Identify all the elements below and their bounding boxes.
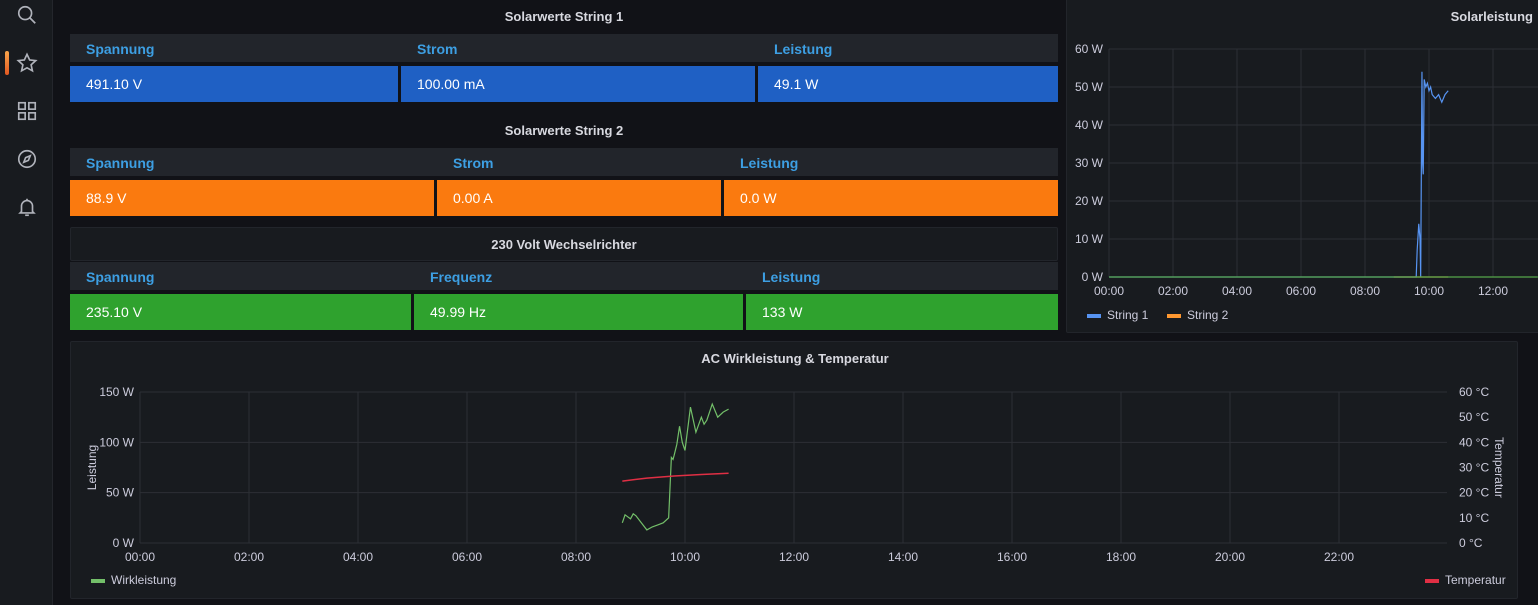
table-string1: Spannung Strom Leistung 491.10 V 100.00 mA 4… [70,34,1058,102]
chart-title: Solarleistung [1451,9,1533,24]
y2-tick-label: 20 °C [1459,486,1489,500]
y-tick-label: 10 W [1075,232,1104,246]
legend-swatch [1087,314,1101,318]
y2-tick-label: 30 °C [1459,461,1489,475]
y-tick-label: 0 W [1082,270,1104,284]
x-tick-label: 00:00 [1094,284,1124,298]
x-tick-label: 18:00 [1106,550,1136,564]
y-tick-label: 150 W [99,385,134,399]
dashboards-icon[interactable] [0,93,53,129]
y-tick-label: 30 W [1075,156,1104,170]
x-tick-label: 08:00 [1350,284,1380,298]
chart-title: AC Wirkleistung & Temperatur [701,351,888,366]
table-title: Solarwerte String 1 [504,9,624,24]
legend-item: Wirkleistung [111,573,176,587]
chart-solarleistung: Solarleistung 0 W 10 W 20 W 30 W 40 W 50 W 60 W… [1075,9,1538,322]
x-tick-label: 06:00 [1286,284,1316,298]
legend-item: Temperatur [1445,573,1506,587]
x-tick-label: 12:00 [1478,284,1508,298]
y-tick-label: 40 W [1075,118,1104,132]
table-inverter: Spannung Frequenz Leistung 235.10 V 49.99 H… [70,262,1058,330]
x-tick-label: 22:00 [1324,550,1354,564]
header: Leistung [762,269,821,285]
x-tick-label: 14:00 [888,550,918,564]
value: 49.99 Hz [414,294,743,330]
sidebar [0,0,53,605]
value: 88.9 V [70,180,434,216]
chart-ac-wirkleistung: AC Wirkleistung & Temperatur 0 W 50 W 100 W… [85,351,1506,587]
legend-swatch [1167,314,1181,318]
y2-tick-label: 10 °C [1459,511,1489,525]
value: 49.1 W [758,66,1058,102]
x-tick-label: 20:00 [1215,550,1245,564]
star-icon[interactable] [0,45,53,81]
x-tick-label: 10:00 [670,550,700,564]
value: 491.10 V [70,66,398,102]
x-tick-label: 10:00 [1414,284,1444,298]
y-tick-label: 100 W [99,435,134,449]
x-tick-label: 02:00 [234,550,264,564]
value: 235.10 V [70,294,411,330]
value: 133 W [746,294,1058,330]
series-line-wirkleistung [621,402,729,531]
value: 0.0 W [724,180,1058,216]
header: Spannung [86,155,155,171]
header: Spannung [86,269,155,285]
y-tick-label: 20 W [1075,194,1104,208]
legend-swatch [91,579,105,583]
table-title: Solarwerte String 2 [504,123,624,138]
header: Leistung [774,41,833,57]
search-icon[interactable] [0,0,53,33]
series-line-temperatur [622,472,729,482]
header: Leistung [740,155,799,171]
legend-item: String 1 [1107,308,1149,322]
panel-header [70,227,1058,261]
value: 0.00 A [437,180,721,216]
y-tick-label: 50 W [1075,80,1104,94]
x-tick-label: 02:00 [1158,284,1188,298]
x-tick-label: 00:00 [125,550,155,564]
value: 100.00 mA [401,66,755,102]
y-tick-label: 60 W [1075,42,1104,56]
series-line-string-1 [1109,71,1449,278]
header: Frequenz [430,269,493,285]
y-axis-label: Leistung [85,445,99,490]
y2-tick-label: 50 °C [1459,410,1489,424]
y2-tick-label: 60 °C [1459,385,1489,399]
x-tick-label: 12:00 [779,550,809,564]
x-tick-label: 08:00 [561,550,591,564]
header: Spannung [86,41,155,57]
x-tick-label: 04:00 [1222,284,1252,298]
alerting-icon[interactable] [0,189,53,225]
y-tick-label: 50 W [106,486,135,500]
legend-item: String 2 [1187,308,1229,322]
x-tick-label: 16:00 [997,550,1027,564]
y-tick-label: 0 W [113,536,135,550]
legend-swatch [1425,579,1439,583]
header: Strom [417,41,458,57]
y2-tick-label: 40 °C [1459,435,1489,449]
x-tick-label: 06:00 [452,550,482,564]
x-tick-label: 04:00 [343,550,373,564]
panel-ac-wirkleistung: AC Wirkleistung & Temperatur 0 W 50 W 100 W… [70,341,1518,599]
explore-icon[interactable] [0,141,53,177]
y2-tick-label: 0 °C [1459,536,1483,550]
y2-axis-label: Temperatur [1492,437,1506,498]
header: Strom [453,155,494,171]
active-indicator [5,51,9,75]
table-string2: Spannung Strom Leistung 88.9 V 0.00 A 0.0 W [70,148,1058,216]
panel-solarleistung: Solarleistung 0 W 10 W 20 W 30 W 40 W 50 W 60 W… [1066,0,1538,333]
table-title: 230 Volt Wechselrichter [491,237,637,252]
